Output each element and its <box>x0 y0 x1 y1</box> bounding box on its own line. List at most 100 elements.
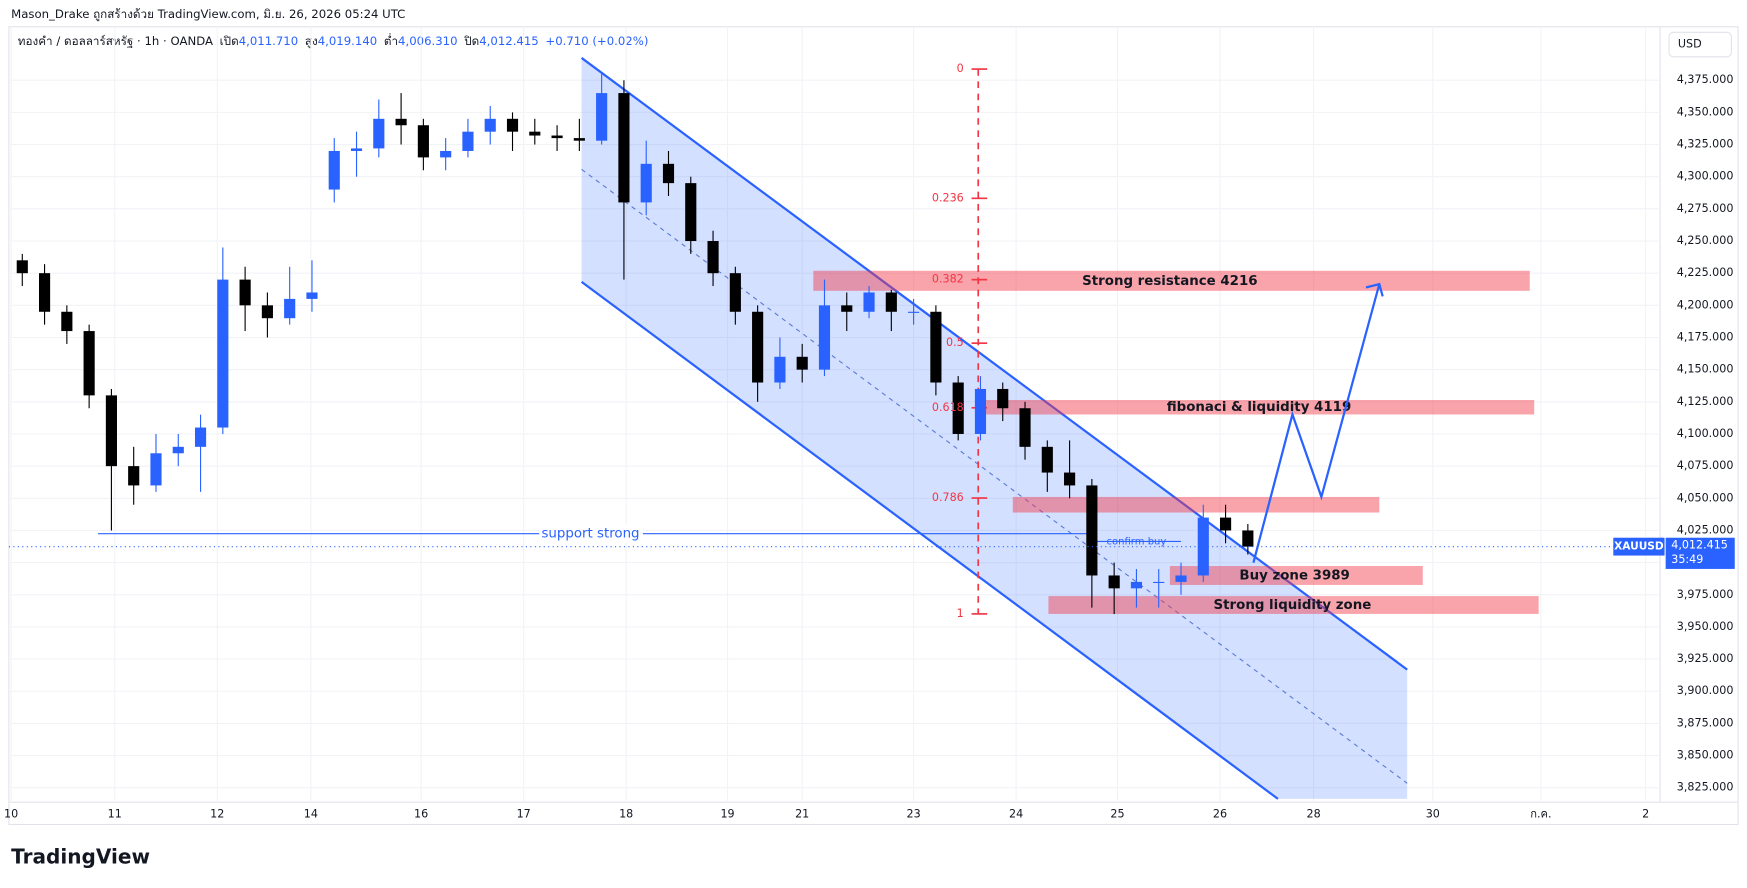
ohlc-label: ปิด <box>463 34 479 48</box>
x-tick-label: 12 <box>210 807 224 820</box>
y-tick-label: 4,025.000 <box>1677 523 1734 536</box>
x-tick-label: 10 <box>4 807 18 820</box>
legend-line: ทองคำ / ดอลลาร์สหรัฐ · 1h · OANDA เปิด4,0… <box>18 33 649 49</box>
candle-body <box>551 135 563 139</box>
candle-body <box>373 118 385 149</box>
support-label: support strong <box>541 527 639 542</box>
candle-body <box>818 305 831 370</box>
candle-body <box>774 356 786 383</box>
zone-label: Buy zone 3989 <box>1239 568 1349 583</box>
x-tick-label: 25 <box>1110 807 1124 820</box>
candle-body <box>908 311 920 313</box>
y-tick-label: 4,225.000 <box>1677 266 1734 279</box>
logo: TradingView <box>11 844 150 868</box>
channel-top <box>580 57 1408 671</box>
arrow-head <box>1365 282 1384 297</box>
candle-body <box>930 311 942 383</box>
fib-label: 0 <box>957 62 964 75</box>
candle-body <box>863 292 875 312</box>
ohlc-value: 4,006.310 <box>398 34 457 48</box>
y-tick-label: 4,175.000 <box>1677 330 1734 343</box>
fib-label: 0.786 <box>932 491 964 504</box>
candle-body <box>105 395 117 467</box>
candle-body <box>417 125 429 158</box>
candle-body <box>885 292 897 312</box>
candle-body <box>841 305 853 312</box>
currency-button[interactable] <box>1668 31 1732 58</box>
candle-body <box>328 150 340 190</box>
candle-body <box>261 305 273 319</box>
x-tick-label: 19 <box>720 807 734 820</box>
candle-body <box>796 356 808 370</box>
currency[interactable]: USD <box>1678 38 1702 51</box>
fib-label: 1 <box>957 607 964 620</box>
y-tick-label: 4,375.000 <box>1677 73 1734 86</box>
candle-body <box>1130 581 1143 589</box>
candle-body <box>1086 485 1098 576</box>
fib-label: 0.618 <box>932 401 964 414</box>
price-tag <box>1665 537 1735 569</box>
zone-label: fibonaci & liquidity 4119 <box>1167 400 1352 415</box>
x-tick-label: 16 <box>414 807 428 820</box>
x-tick-label: 17 <box>517 807 531 820</box>
candle-body <box>38 273 51 312</box>
credit: Mason_Drake ถูกสร้างด้วย TradingView.com… <box>11 7 405 22</box>
confirm-label: confirm buy <box>1107 536 1167 547</box>
candle-body <box>1242 530 1254 547</box>
zone-label: Strong resistance 4216 <box>1082 274 1257 289</box>
candle-body <box>194 427 207 447</box>
y-tick-label: 4,200.000 <box>1677 298 1734 311</box>
y-tick-label: 4,125.000 <box>1677 395 1734 408</box>
ticker-tag <box>1613 537 1665 556</box>
candle-body <box>707 241 719 274</box>
change: +0.710 (+0.02%) <box>545 34 648 48</box>
candle-body <box>306 292 318 299</box>
projection-arrow <box>1252 283 1381 563</box>
ohlc-value: 4,011.710 <box>239 34 298 48</box>
candle-body <box>529 131 541 136</box>
candle-body <box>1064 472 1076 486</box>
candle-body <box>1220 517 1232 531</box>
candle-body <box>752 311 764 383</box>
ticker: XAUUSD <box>1614 541 1664 553</box>
candle-body <box>239 279 251 306</box>
channel-mid <box>581 168 1408 784</box>
candle-body <box>618 93 630 203</box>
countdown: 35:49 <box>1671 553 1703 566</box>
candle-body <box>729 273 741 312</box>
y-tick-label: 3,975.000 <box>1677 588 1734 601</box>
zone <box>1012 496 1380 513</box>
candle-body <box>952 382 964 434</box>
frame <box>8 26 1739 826</box>
last-price: 4,012.415 <box>1671 539 1728 552</box>
x-tick-label: 2 <box>1642 807 1649 820</box>
x-tick-label: 28 <box>1307 807 1321 820</box>
candle-body <box>1041 446 1053 473</box>
zone <box>1048 596 1539 614</box>
candle-body <box>217 279 229 428</box>
symbol: ทองคำ / ดอลลาร์สหรัฐ · 1h · OANDA <box>18 34 213 48</box>
y-tick-label: 3,925.000 <box>1677 652 1734 665</box>
candle-body <box>1108 575 1120 589</box>
y-tick-label: 3,875.000 <box>1677 716 1734 729</box>
y-tick-label: 4,050.000 <box>1677 491 1734 504</box>
y-tick-label: 3,950.000 <box>1677 620 1734 633</box>
ohlc-value: 4,019.140 <box>318 34 377 48</box>
support-bg <box>539 524 643 543</box>
x-tick-label: 24 <box>1009 807 1023 820</box>
candle-body <box>1175 575 1187 582</box>
candle-body <box>685 183 697 242</box>
zone <box>1169 566 1423 585</box>
x-tick-label: ก.ค. <box>1530 807 1551 820</box>
y-tick-label: 3,825.000 <box>1677 781 1734 794</box>
zone <box>813 270 1530 291</box>
candle-body <box>395 118 407 126</box>
candle-body <box>1019 408 1031 447</box>
candle-body <box>596 93 608 141</box>
x-tick-label: 11 <box>108 807 122 820</box>
x-tick-label: 26 <box>1213 807 1227 820</box>
candle-body <box>662 163 675 184</box>
fib-label: 0.5 <box>946 336 964 349</box>
